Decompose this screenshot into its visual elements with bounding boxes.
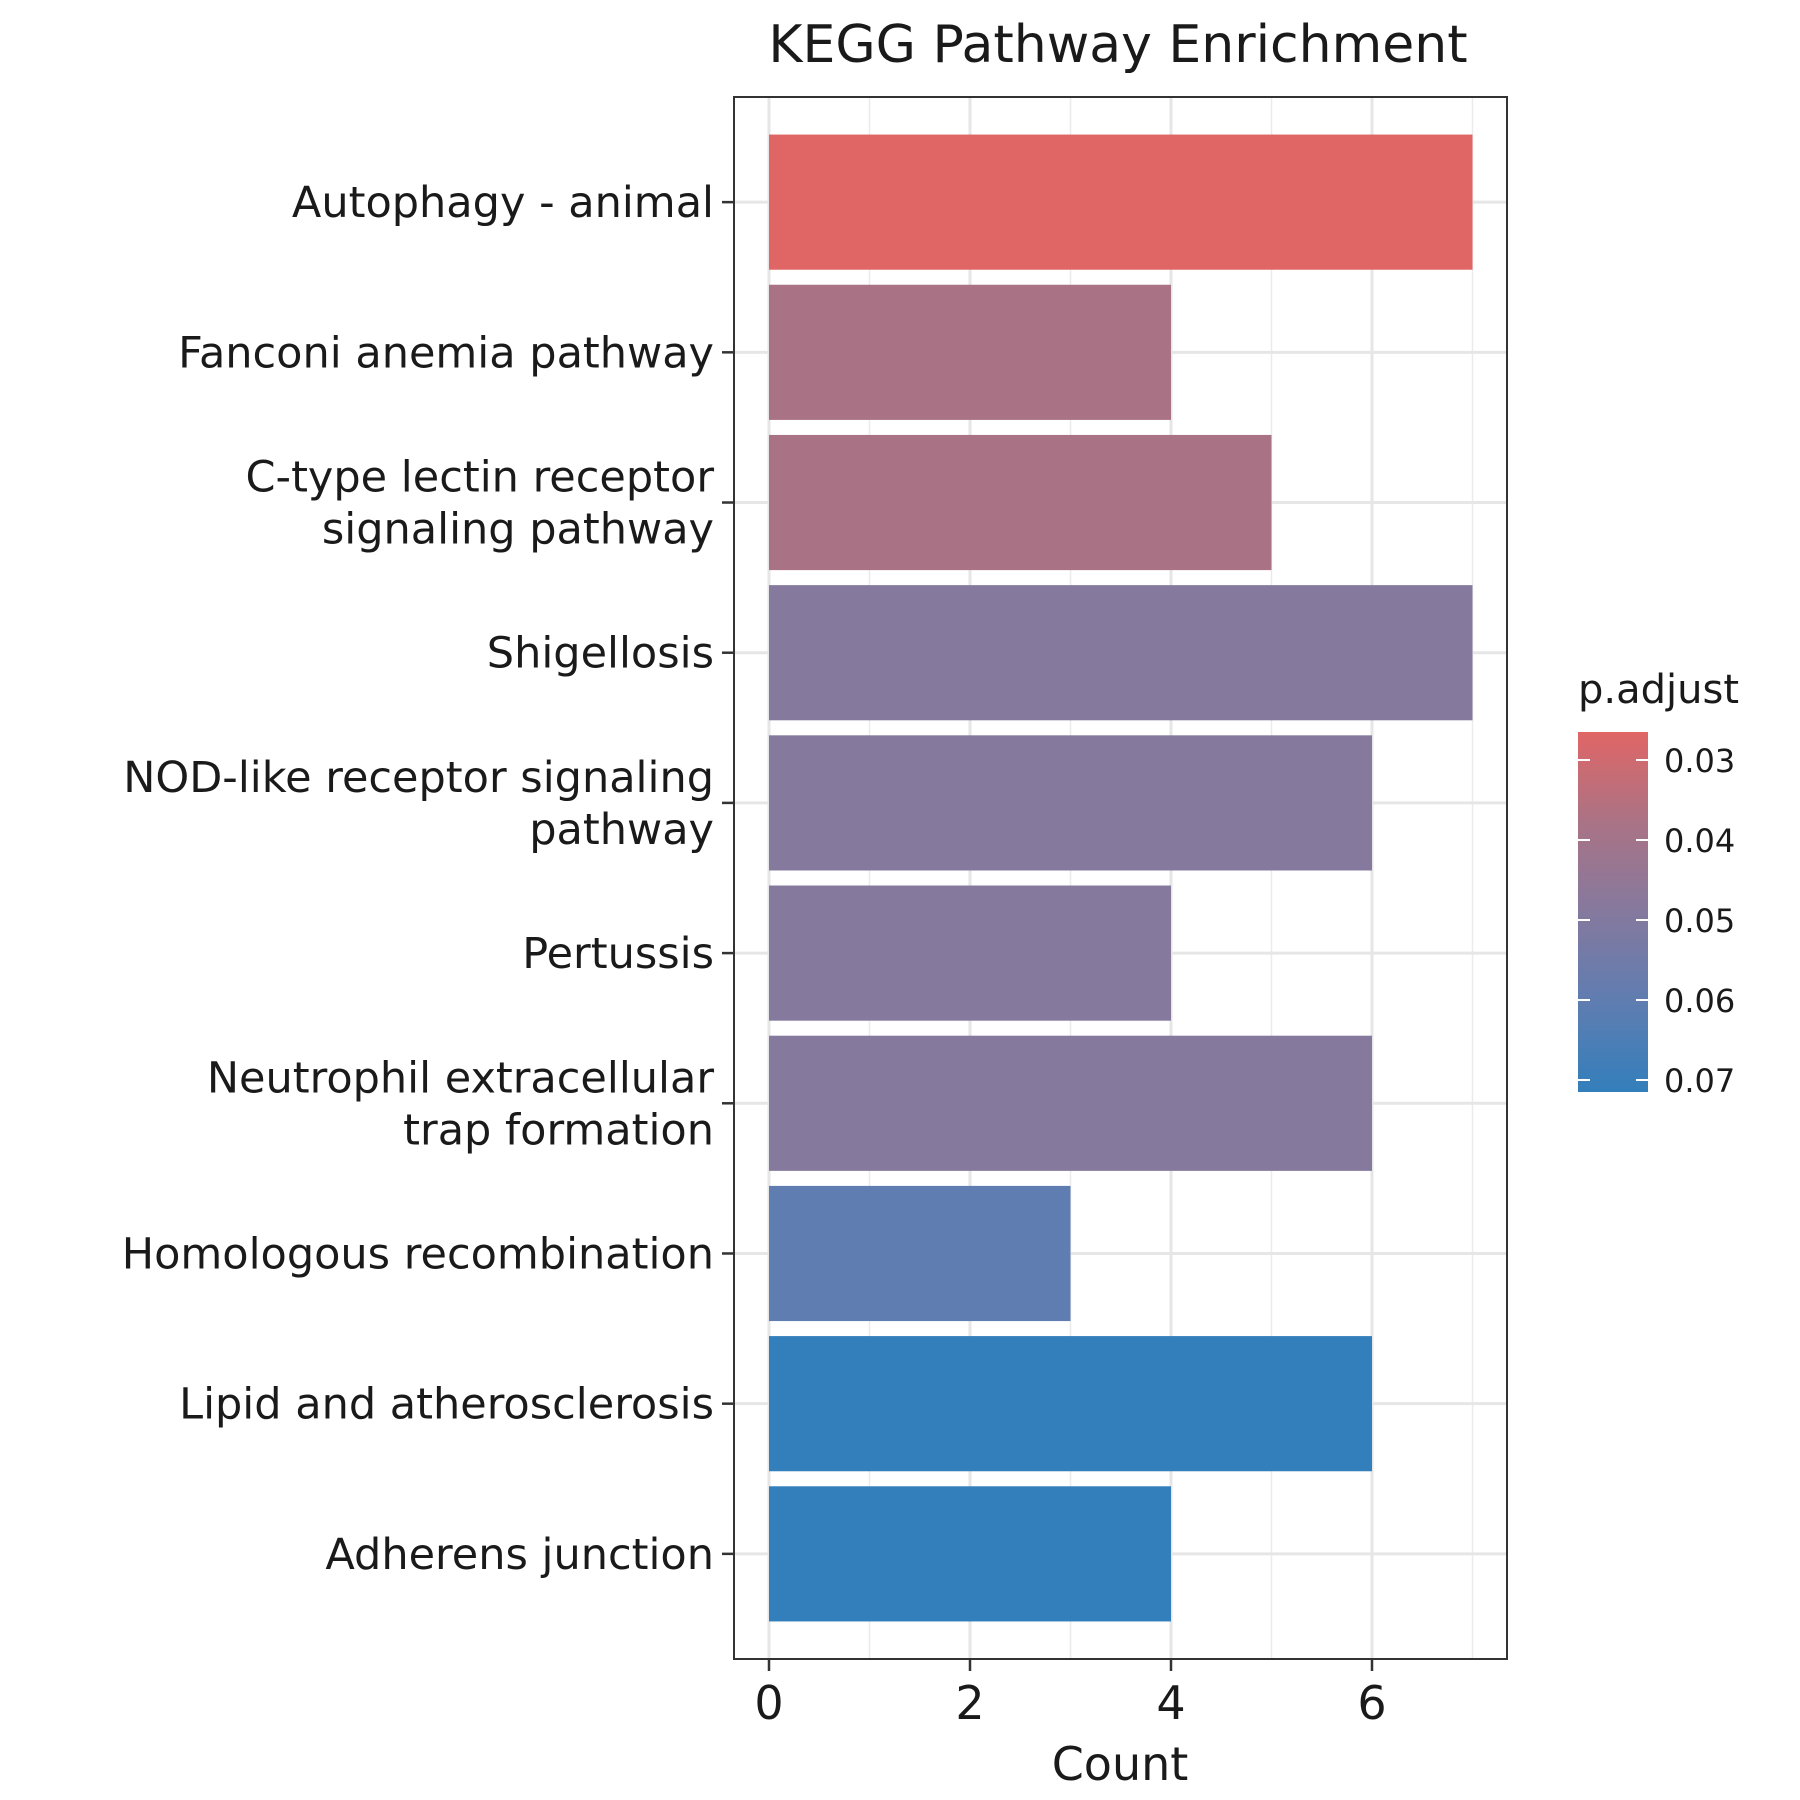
legend-tick-label: 0.05 — [1664, 902, 1735, 940]
x-tick-label: 2 — [955, 1676, 984, 1730]
legend-colorbar — [1578, 732, 1648, 1092]
y-tick-label: Shigellosis — [487, 629, 714, 679]
y-tick-label: Lipid and atherosclerosis — [179, 1380, 714, 1430]
x-tick-label: 0 — [754, 1676, 783, 1730]
y-axis: Autophagy - animal Fanconi anemia pathway… — [122, 178, 734, 1580]
y-tick-label: C-type lectin receptor — [246, 453, 715, 503]
bar — [769, 1185, 1071, 1322]
y-tick-label: trap formation — [403, 1105, 714, 1155]
legend-tick-label: 0.06 — [1664, 982, 1735, 1020]
plot-panel-border — [733, 96, 1508, 1660]
bar — [769, 1035, 1372, 1171]
legend: p.adjust 0.03 0.04 0.05 0.06 0.07 — [1578, 667, 1739, 1100]
bar — [769, 284, 1171, 420]
y-tick-label: pathway — [529, 805, 714, 855]
legend-tick-label: 0.07 — [1664, 1062, 1735, 1100]
bar — [769, 735, 1372, 871]
y-tick-label: Adherens junction — [325, 1530, 714, 1580]
legend-title: p.adjust — [1578, 667, 1739, 713]
y-tick-label: NOD-like receptor signaling — [123, 753, 714, 803]
bar — [769, 585, 1473, 721]
x-tick-label: 4 — [1156, 1676, 1185, 1730]
bars — [769, 134, 1473, 1622]
legend-tick-label: 0.03 — [1664, 742, 1735, 780]
x-axis-title: Count — [1052, 1737, 1189, 1791]
bar — [769, 1486, 1171, 1622]
y-tick-label: Autophagy - animal — [292, 178, 714, 228]
x-tick-label: 6 — [1357, 1676, 1386, 1730]
bar — [769, 134, 1473, 270]
y-tick-label: Neutrophil extracellular — [207, 1053, 714, 1103]
bar — [769, 885, 1171, 1021]
y-tick-label: Homologous recombination — [122, 1229, 714, 1279]
y-tick-label: signaling pathway — [322, 505, 714, 555]
y-tick-label: Pertussis — [522, 929, 714, 979]
legend-tick-label: 0.04 — [1664, 822, 1735, 860]
bar — [769, 434, 1272, 571]
y-tick-label: Fanconi anemia pathway — [178, 328, 714, 378]
bar — [769, 1336, 1372, 1472]
x-axis: 0 2 4 6 — [754, 1659, 1387, 1730]
chart-title: KEGG Pathway Enrichment — [768, 15, 1467, 75]
